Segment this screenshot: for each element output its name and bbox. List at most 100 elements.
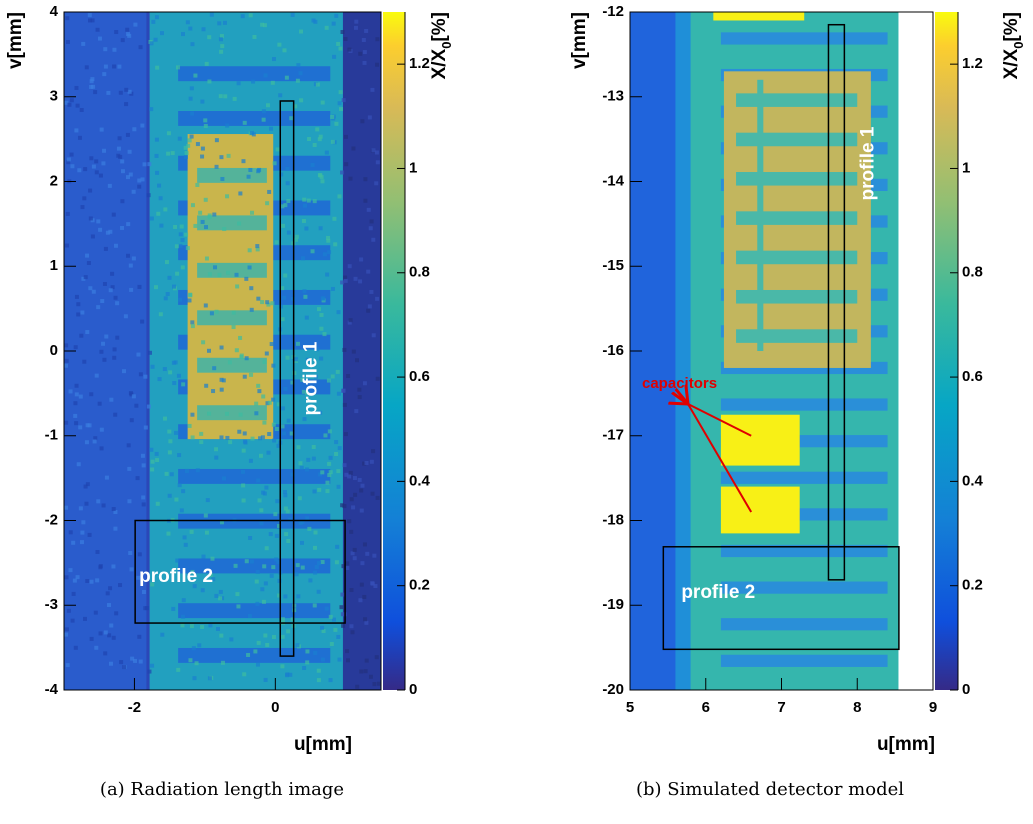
image-noise <box>334 452 339 457</box>
image-noise <box>345 566 350 571</box>
y-tick-label: 2 <box>50 172 58 189</box>
image-noise <box>345 649 350 654</box>
image-noise <box>297 496 302 501</box>
image-noise <box>336 484 341 489</box>
image-noise <box>137 284 142 289</box>
image-noise <box>137 552 142 557</box>
image-noise <box>374 181 379 186</box>
image-noise <box>282 48 287 53</box>
image-noise <box>192 676 197 681</box>
image-stripe <box>757 79 764 352</box>
image-noise <box>130 656 135 661</box>
colorbar-label: X/X0[%] <box>429 12 454 79</box>
image-noise <box>124 102 129 107</box>
image-noise <box>193 223 198 228</box>
image-noise <box>215 627 220 632</box>
image-noise <box>346 373 351 378</box>
image-noise <box>79 107 84 112</box>
image-noise <box>305 660 310 665</box>
image-noise <box>94 170 99 175</box>
image-noise <box>246 174 251 179</box>
image-noise <box>231 310 236 315</box>
image-noise <box>270 80 275 85</box>
image-noise <box>363 177 368 182</box>
image-noise <box>154 15 159 20</box>
image-noise <box>285 166 290 171</box>
image-noise <box>94 373 99 378</box>
image-noise <box>280 634 285 639</box>
image-noise <box>352 556 357 561</box>
image-noise <box>282 431 287 436</box>
image-noise <box>357 395 362 400</box>
image-noise <box>113 510 118 515</box>
image-noise <box>102 281 107 286</box>
image-noise <box>283 386 288 391</box>
image-noise <box>296 594 301 599</box>
image-noise <box>224 411 229 416</box>
image-noise <box>113 526 118 531</box>
y-tick-label: -13 <box>602 88 624 105</box>
image-noise <box>310 162 315 167</box>
image-noise <box>174 497 179 502</box>
colorbar <box>383 12 405 690</box>
image-stripe <box>178 558 331 574</box>
image-noise <box>190 320 195 325</box>
image-noise <box>370 87 375 92</box>
image-noise <box>71 540 76 545</box>
image-noise <box>190 435 195 440</box>
image-noise <box>338 46 343 51</box>
image-noise <box>320 470 325 475</box>
image-noise <box>305 516 310 521</box>
image-noise <box>257 167 262 172</box>
image-noise <box>317 137 322 142</box>
image-noise <box>111 635 116 640</box>
image-noise <box>79 540 84 545</box>
image-noise <box>214 138 219 143</box>
image-noise <box>302 666 307 671</box>
image-noise <box>124 87 129 92</box>
image-noise <box>98 631 103 636</box>
image-noise <box>128 172 133 177</box>
image-noise <box>171 606 176 611</box>
image-noise <box>96 499 101 504</box>
image-noise <box>260 300 265 305</box>
image-noise <box>267 400 272 405</box>
image-noise <box>263 581 268 586</box>
image-noise <box>354 358 359 363</box>
image-noise <box>362 381 367 386</box>
image-noise <box>242 120 247 125</box>
annotation-arrow <box>688 404 753 513</box>
image-noise <box>361 37 366 42</box>
image-noise <box>366 207 371 212</box>
image-noise <box>150 663 155 668</box>
image-noise <box>269 342 274 347</box>
image-noise <box>280 406 285 411</box>
image-noise <box>319 312 324 317</box>
image-noise <box>265 401 270 406</box>
image-noise <box>334 121 339 126</box>
image-noise <box>214 164 219 169</box>
image-noise <box>211 577 216 582</box>
image-noise <box>274 240 279 245</box>
image-noise <box>249 372 254 377</box>
image-stripe <box>197 405 267 421</box>
image-noise <box>129 567 134 572</box>
image-noise <box>342 463 347 468</box>
image-noise <box>321 296 326 301</box>
image-noise <box>277 578 282 583</box>
image-noise <box>181 598 186 603</box>
image-noise <box>187 298 192 303</box>
image-noise <box>359 582 364 587</box>
image-noise <box>90 18 95 23</box>
image-noise <box>237 429 242 434</box>
image-noise <box>295 563 300 568</box>
image-noise <box>168 439 173 444</box>
image-noise <box>88 188 93 193</box>
image-noise <box>317 487 322 492</box>
colorbar-tick-label: 1 <box>962 159 970 176</box>
image-noise <box>254 401 259 406</box>
image-noise <box>204 530 209 535</box>
image-noise <box>372 553 377 558</box>
image-noise <box>265 103 270 108</box>
